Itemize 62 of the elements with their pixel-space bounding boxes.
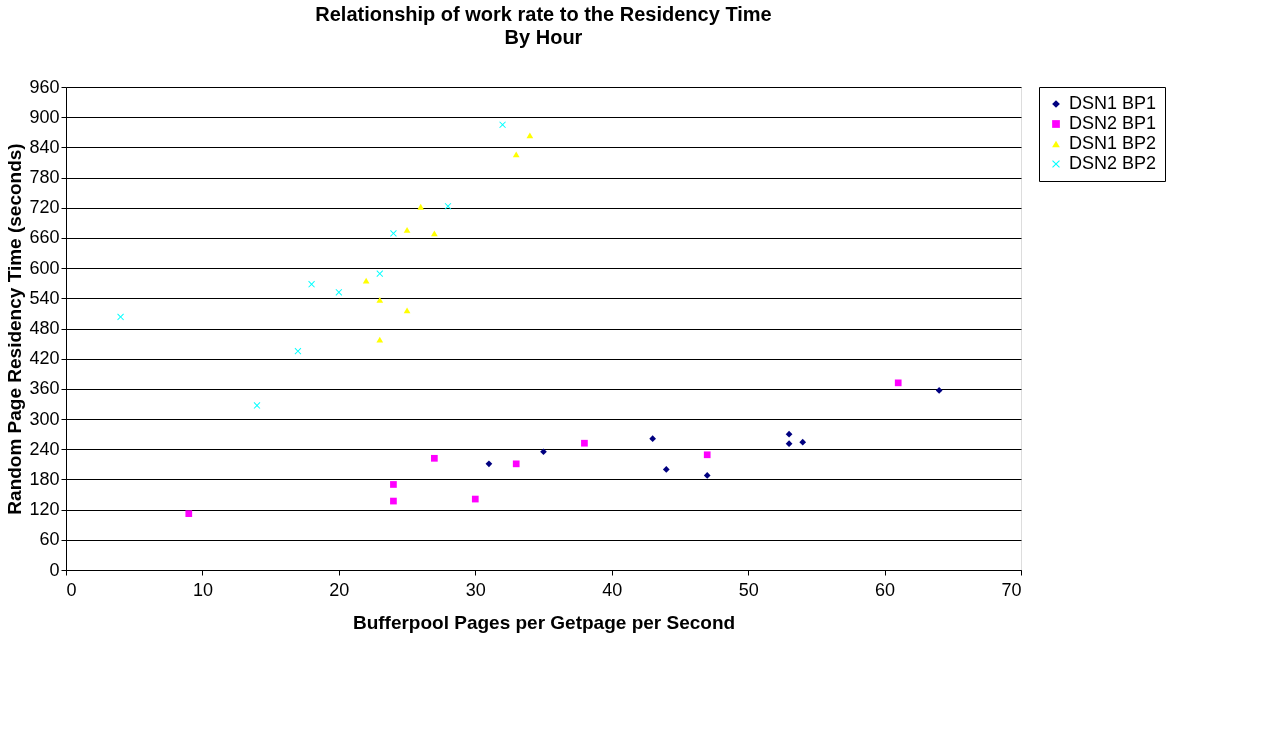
point (403, 226, 411, 233)
point (512, 460, 520, 468)
y-tick-label: 0 (49, 559, 60, 580)
point (799, 438, 807, 446)
x-tick-label: 50 (738, 579, 759, 600)
y-tick-label: 360 (29, 378, 60, 399)
point (431, 454, 438, 462)
point (117, 313, 124, 321)
point (403, 307, 411, 314)
y-tick-label: 60 (39, 529, 60, 550)
point (649, 435, 656, 443)
point (390, 497, 397, 505)
point (581, 439, 588, 447)
legend-label: DSN2 BP2 (1069, 153, 1157, 173)
point (540, 448, 547, 456)
point (935, 387, 943, 394)
y-tick-label: 240 (29, 438, 60, 459)
y-tick-label: 180 (29, 468, 60, 489)
y-tick-label: 900 (29, 106, 60, 127)
y-tick-label: 420 (29, 348, 60, 369)
x-tick-label: 20 (329, 579, 350, 600)
point (703, 472, 711, 479)
point (362, 277, 370, 284)
point (485, 460, 493, 468)
x-tick-label: 10 (192, 579, 213, 600)
x-tick-label: 0 (66, 579, 77, 600)
y-tick-label: 600 (29, 257, 60, 278)
chart-subtitle: By Hour (504, 26, 583, 48)
point (703, 451, 711, 459)
y-tick-label: 780 (29, 167, 60, 188)
y-tick-label: 960 (29, 76, 60, 97)
legend-label: DSN2 BP1 (1069, 113, 1157, 133)
point (335, 288, 343, 296)
point (308, 280, 315, 288)
point (785, 430, 793, 438)
point (253, 402, 261, 409)
y-tick-label: 660 (29, 227, 60, 248)
y-tick-label: 120 (29, 499, 60, 520)
y-tick-label: 840 (29, 136, 60, 157)
point (785, 440, 793, 448)
y-tick-label: 540 (29, 287, 60, 308)
point (376, 296, 384, 303)
y-tick-label: 720 (29, 197, 60, 218)
y-tick-label: 480 (29, 318, 60, 338)
x-tick-label: 60 (875, 579, 896, 600)
legend-label: DSN1 BP2 (1069, 133, 1157, 153)
chart-title: Relationship of work rate to the Residency Time (315, 3, 772, 25)
point (417, 203, 425, 210)
y-tick-label: 300 (29, 408, 60, 429)
point (471, 495, 479, 503)
y-axis-title: Random Page Residency Time (seconds) (4, 143, 26, 515)
point (894, 379, 902, 387)
x-axis-title: Bufferpool Pages per Getpage per Second (352, 611, 736, 633)
point (390, 481, 397, 488)
point (662, 466, 670, 473)
point (185, 510, 193, 517)
x-tick-label: 70 (1001, 579, 1022, 600)
legend-label: DSN1 BP1 (1069, 93, 1157, 113)
point (526, 132, 534, 139)
point (376, 270, 384, 278)
x-tick-label: 40 (602, 579, 623, 600)
x-tick-label: 30 (465, 579, 486, 600)
